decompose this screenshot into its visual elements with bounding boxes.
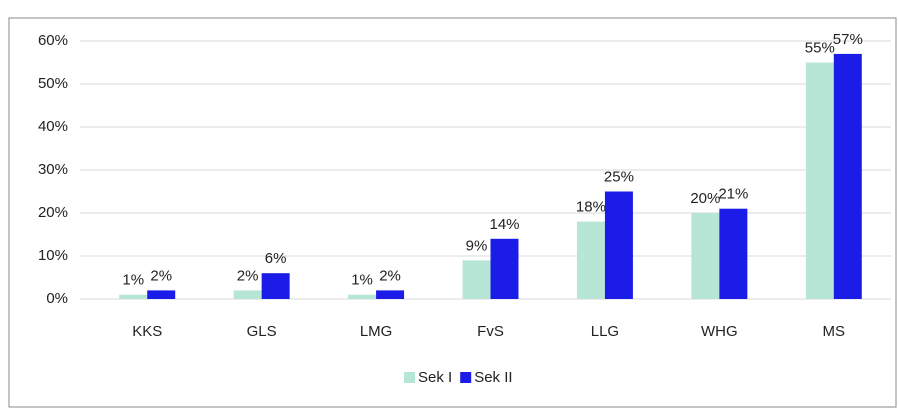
bar	[719, 208, 748, 299]
data-label: 25%	[604, 168, 634, 185]
x-tick-label: KKS	[132, 323, 162, 340]
data-label: 2%	[379, 267, 401, 284]
bar	[490, 238, 519, 299]
y-tick-label: 40%	[38, 118, 68, 135]
bar	[576, 221, 605, 299]
bar	[833, 53, 862, 300]
x-tick-label: MS	[823, 323, 846, 340]
bar	[261, 273, 290, 299]
bar	[348, 294, 377, 299]
x-tick-label: WHG	[701, 323, 738, 340]
bar	[119, 294, 148, 299]
data-label: 1%	[351, 272, 373, 289]
x-tick-label: LMG	[360, 323, 393, 340]
bar	[805, 62, 834, 299]
x-tick-label: LLG	[591, 323, 619, 340]
bar	[233, 290, 262, 299]
y-tick-label: 30%	[38, 161, 68, 178]
bar	[691, 213, 720, 299]
data-label: 21%	[718, 186, 748, 203]
y-tick-label: 0%	[46, 290, 68, 307]
data-label: 20%	[690, 190, 720, 207]
y-tick-label: 10%	[38, 247, 68, 264]
legend-label: Sek I	[418, 369, 452, 386]
y-tick-label: 60%	[38, 32, 68, 49]
bar	[604, 191, 633, 299]
y-tick-label: 20%	[38, 204, 68, 221]
legend-swatch	[404, 372, 415, 383]
legend-swatch	[460, 372, 472, 383]
data-label: 14%	[489, 216, 519, 233]
x-tick-label: FvS	[477, 323, 504, 340]
x-tick-label: GLS	[247, 323, 277, 340]
y-tick-label: 50%	[38, 75, 68, 92]
bar	[462, 260, 491, 299]
data-label: 57%	[833, 31, 863, 48]
data-label: 55%	[805, 39, 835, 56]
data-label: 18%	[576, 199, 606, 216]
bar	[147, 290, 176, 299]
data-label: 2%	[150, 267, 172, 284]
data-label: 9%	[466, 237, 488, 254]
data-label: 1%	[122, 272, 144, 289]
data-label: 6%	[265, 250, 287, 267]
bar	[376, 290, 405, 299]
legend-label: Sek II	[474, 369, 512, 386]
data-label: 2%	[237, 267, 259, 284]
